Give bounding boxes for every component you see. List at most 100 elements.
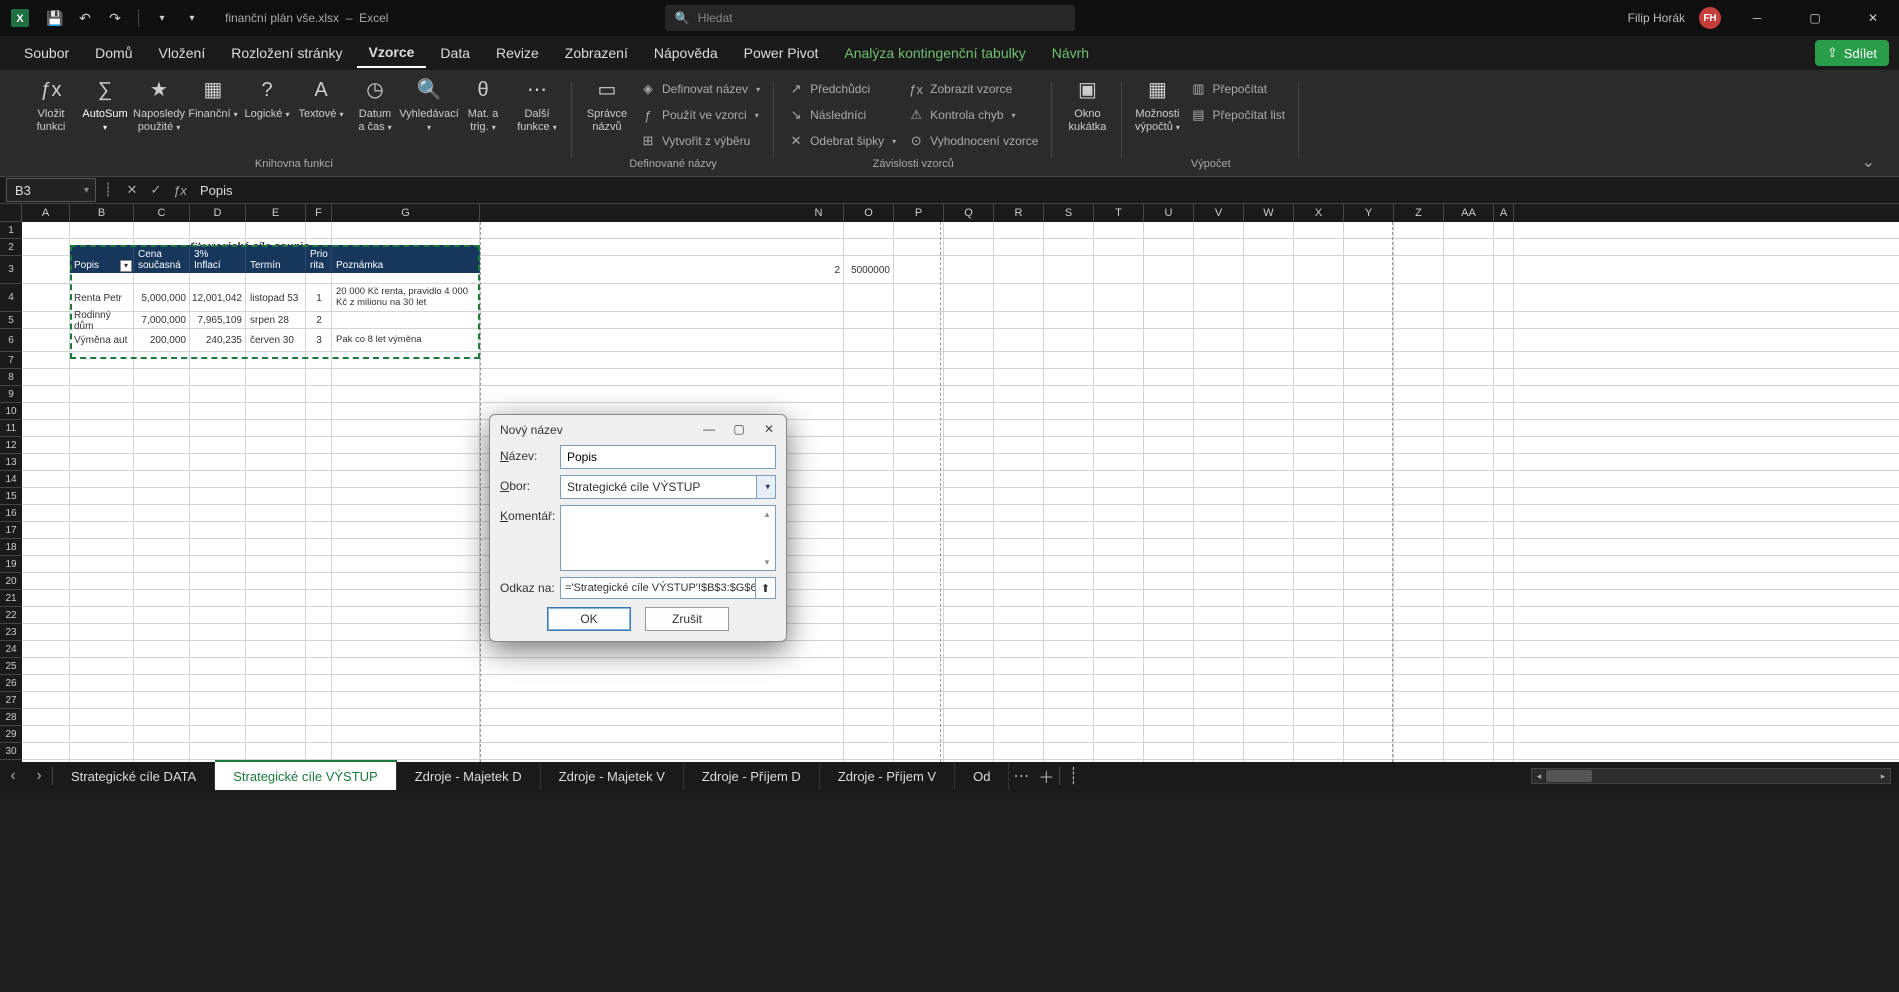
maximize-button[interactable]: ▢ [1793,0,1837,36]
horizontal-scrollbar[interactable]: ◂ ▸ [1531,768,1891,784]
sheet-tab-3[interactable]: Zdroje - Majetek V [541,762,684,790]
row-header-1[interactable]: 1 [0,222,22,239]
col-header-S[interactable]: S [1044,204,1094,222]
col-header-W[interactable]: W [1244,204,1294,222]
row-header-21[interactable]: 21 [0,590,22,607]
row-header-8[interactable]: 8 [0,369,22,386]
ribbon-tab-domů[interactable]: Domů [83,39,144,67]
col-header-Q[interactable]: Q [944,204,994,222]
col-header-C[interactable]: C [134,204,190,222]
col-header-R[interactable]: R [994,204,1044,222]
col-header-Y[interactable]: Y [1344,204,1394,222]
ribbon-logické[interactable]: ?Logické ▾ [242,74,292,121]
row-header-29[interactable]: 29 [0,726,22,743]
row-header-3[interactable]: 3 [0,256,22,284]
ribbon-přepočítat-list[interactable]: ▤Přepočítat list [1186,104,1289,126]
share-button[interactable]: ⇪ Sdílet [1815,40,1889,66]
row-header-22[interactable]: 22 [0,607,22,624]
col-header-V[interactable]: V [1194,204,1244,222]
name-input[interactable] [560,445,776,469]
row-header-30[interactable]: 30 [0,743,22,760]
cancel-button[interactable]: Zrušit [645,607,729,631]
row-header-12[interactable]: 12 [0,437,22,454]
row-header-9[interactable]: 9 [0,386,22,403]
scroll-down-icon[interactable]: ▾ [761,556,773,568]
tab-options-icon[interactable]: ┊ [1060,762,1086,790]
row-header-15[interactable]: 15 [0,488,22,505]
ribbon-tab-vzorce[interactable]: Vzorce [357,38,427,68]
ribbon-okno-kukátka[interactable]: ▣Oknokukátka [1062,74,1112,133]
col-header-A[interactable]: A [1494,204,1514,222]
col-header-G[interactable]: G [332,204,480,222]
name-box[interactable]: B3 [6,178,96,202]
ref-input[interactable]: ='Strategické cíle VÝSTUP'!$B$3:$G$6 ⬆ [560,577,776,599]
ribbon-definovat-název[interactable]: ◈Definovat název▾ [636,78,764,100]
ribbon-tab-data[interactable]: Data [428,39,482,67]
undo-icon[interactable]: ↶ [74,7,96,29]
cell-o3[interactable]: 5000000 [844,256,894,284]
dialog-close-icon[interactable]: ✕ [758,419,780,439]
tab-nav-next[interactable]: › [26,762,52,790]
ribbon-vyhledávací[interactable]: 🔍Vyhledávací ▾ [404,74,454,133]
add-sheet-button[interactable]: ＋ [1033,762,1059,790]
ribbon-správce-názvů[interactable]: ▭Správcenázvů [582,74,632,133]
row-header-18[interactable]: 18 [0,539,22,556]
ribbon-tab-revize[interactable]: Revize [484,39,551,67]
row-header-13[interactable]: 13 [0,454,22,471]
redo-icon[interactable]: ↷ [104,7,126,29]
scroll-up-icon[interactable]: ▴ [761,508,773,520]
ribbon-tab-soubor[interactable]: Soubor [12,39,81,67]
ribbon-tab-návrh[interactable]: Návrh [1040,39,1101,67]
sheet-tab-0[interactable]: Strategické cíle DATA [53,762,215,790]
comment-textarea[interactable]: ▴ ▾ [560,505,776,571]
tab-nav-prev[interactable]: ‹ [0,762,26,790]
avatar[interactable]: FH [1699,7,1721,29]
ribbon-tab-vložení[interactable]: Vložení [147,39,218,67]
sheet-tab-1[interactable]: Strategické cíle VÝSTUP [215,760,397,790]
ribbon-kontrola-chyb[interactable]: ⚠Kontrola chyb▾ [904,104,1042,126]
ribbon-další-funkce[interactable]: ⋯Dalšífunkce ▾ [512,74,562,133]
ribbon-tab-analýza-kontingenční-tabulky[interactable]: Analýza kontingenční tabulky [832,39,1037,67]
user-name[interactable]: Filip Horák [1628,11,1685,25]
ribbon-možnosti-výpočtů[interactable]: ▦Možnostivýpočtů ▾ [1132,74,1182,133]
qat-customize-icon[interactable]: ▾ [181,7,203,29]
row-header-14[interactable]: 14 [0,471,22,488]
col-header-E[interactable]: E [246,204,306,222]
row-header-27[interactable]: 27 [0,692,22,709]
cell-n3[interactable]: 2 [794,256,844,284]
ribbon-vytvořit-z-výběru[interactable]: ⊞Vytvořit z výběru [636,130,764,152]
ribbon-přepočítat[interactable]: ▥Přepočítat [1186,78,1289,100]
sheet-tab-2[interactable]: Zdroje - Majetek D [397,762,541,790]
col-header-P[interactable]: P [894,204,944,222]
row-header-16[interactable]: 16 [0,505,22,522]
formula-bar[interactable]: Popis [192,178,1899,202]
ribbon-finanční[interactable]: ▦Finanční ▾ [188,74,238,121]
fx-icon[interactable]: ƒx [168,183,192,198]
ribbon-naposledy-použité[interactable]: ★Naposledypoužité ▾ [134,74,184,133]
row-header-7[interactable]: 7 [0,352,22,369]
ribbon-zobrazit-vzorce[interactable]: ƒxZobrazit vzorce [904,78,1042,100]
row-header-10[interactable]: 10 [0,403,22,420]
row-header-17[interactable]: 17 [0,522,22,539]
row-header-5[interactable]: 5 [0,312,22,329]
scope-select[interactable]: Strategické cíle VÝSTUP▾ [560,475,776,499]
collapse-ribbon-icon[interactable]: ⌄ [1854,148,1883,176]
ribbon-tab-nápověda[interactable]: Nápověda [642,39,730,67]
row-header-19[interactable]: 19 [0,556,22,573]
sheet-tab-6[interactable]: Od [955,762,1009,790]
ribbon-předchůdci[interactable]: ↗Předchůdci [784,78,900,100]
col-header-Z[interactable]: Z [1394,204,1444,222]
scrollbar-thumb[interactable] [1546,770,1592,782]
row-header-20[interactable]: 20 [0,573,22,590]
range-picker-icon[interactable]: ⬆ [755,578,775,598]
ribbon-tab-rozložení-stránky[interactable]: Rozložení stránky [219,39,354,67]
select-all-corner[interactable] [0,204,22,222]
row-header-11[interactable]: 11 [0,420,22,437]
qat-dropdown-icon[interactable]: ▾ [151,7,173,29]
enter-formula-icon[interactable]: ✓ [144,182,168,198]
row-header-25[interactable]: 25 [0,658,22,675]
dialog-minimize-icon[interactable]: — [698,419,720,439]
scroll-left-icon[interactable]: ◂ [1532,769,1546,783]
col-header-T[interactable]: T [1094,204,1144,222]
row-header-2[interactable]: 2 [0,239,22,256]
